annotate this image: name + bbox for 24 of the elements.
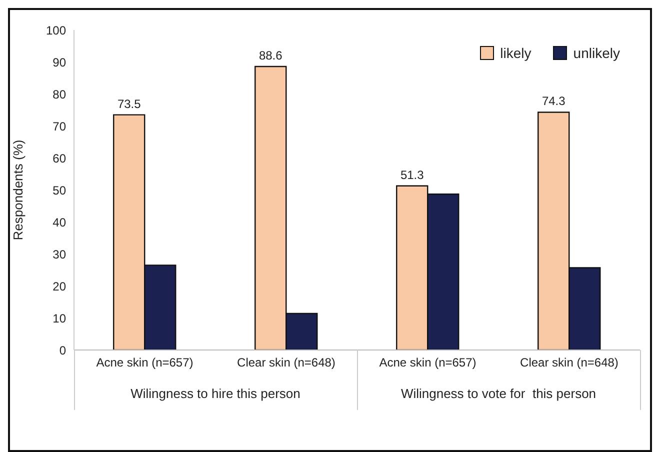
data-label: 88.6 (258, 48, 283, 62)
y-tick-label: 50 (52, 183, 66, 198)
y-tick-label: 0 (59, 343, 66, 358)
data-label: 51.3 (400, 168, 424, 182)
y-tick-label: 30 (52, 247, 66, 262)
x-tick-label: Acne skin (n=657) (379, 356, 476, 370)
x-tick-label: Clear skin (n=648) (237, 356, 336, 370)
y-tick-label: 60 (52, 151, 66, 166)
y-tick-label: 70 (52, 119, 66, 134)
legend-label: unlikely (573, 45, 620, 61)
y-axis-title: Respondents (%) (10, 140, 26, 240)
data-label: 74.3 (542, 94, 566, 108)
y-tick-label: 40 (52, 215, 66, 230)
y-tick-label: 80 (52, 87, 66, 102)
y-tick-label: 100 (46, 23, 66, 38)
text: Wilingness to vote for this person (400, 386, 598, 401)
y-tick-label: 20 (52, 279, 66, 294)
data-label: 73.5 (117, 96, 142, 111)
x-tick-label: Acne skin (n=657) (96, 356, 194, 370)
y-tick-label: 90 (52, 55, 66, 70)
x-tick-label: Clear skin (n=648) (520, 356, 618, 370)
y-tick-label: 10 (52, 311, 66, 326)
text: Wilingness to hire this person (130, 386, 302, 401)
legend-label: likely (500, 45, 532, 61)
